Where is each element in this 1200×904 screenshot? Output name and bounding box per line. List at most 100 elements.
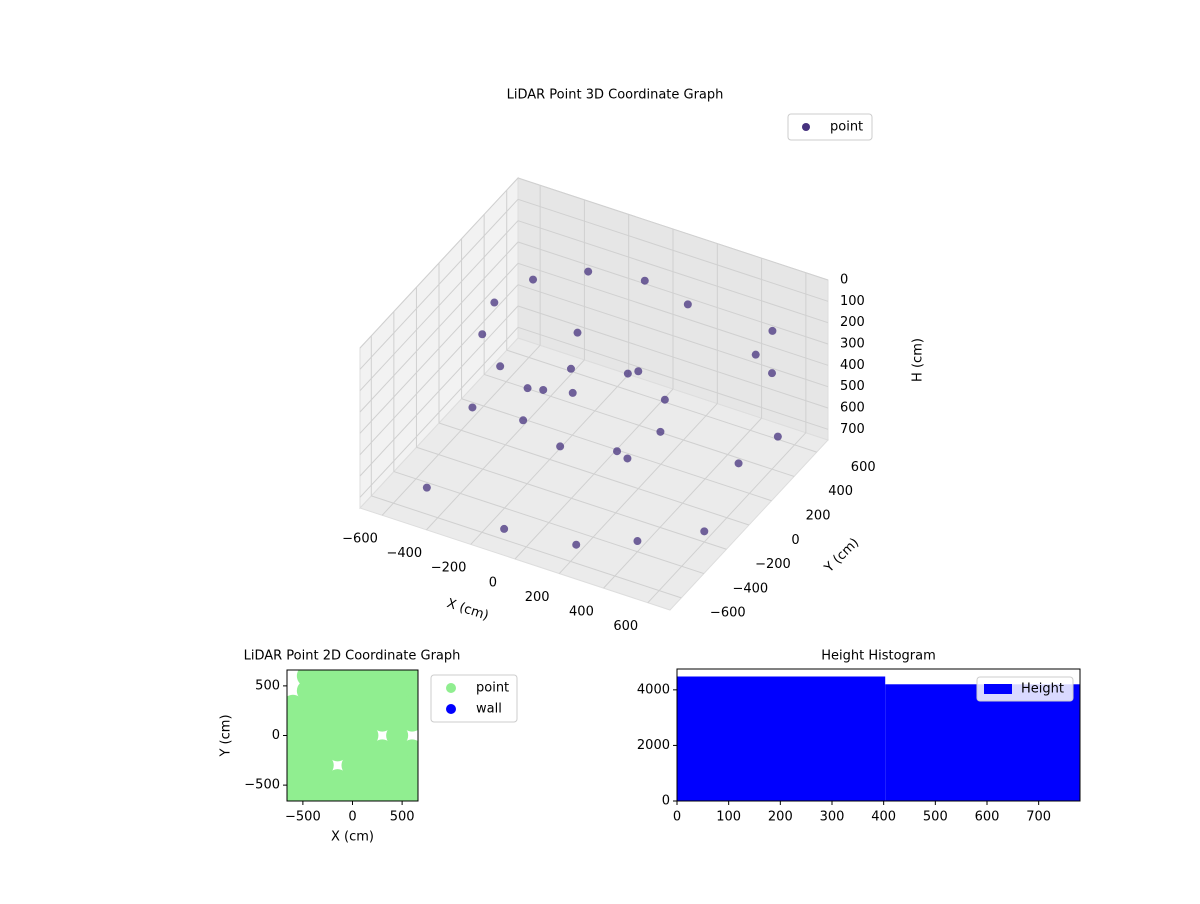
point (566, 364, 575, 373)
point (751, 350, 760, 359)
point (478, 330, 487, 339)
grid-line (517, 220, 829, 324)
y-tick-label: 600 (851, 460, 876, 475)
x-tick-label: 600 (613, 619, 638, 634)
y-tick-label: −400 (732, 581, 768, 596)
point (640, 276, 649, 285)
point (401, 784, 418, 801)
x-tick-label: 600 (975, 810, 1000, 825)
legend-box (787, 113, 873, 141)
chart-title: LiDAR Point 3D Coordinate Graph (507, 88, 724, 103)
point (572, 540, 581, 549)
grid-line (517, 198, 829, 302)
legend-label: wall (476, 702, 502, 717)
x-tick-label: 0 (489, 575, 497, 590)
y-tick-label: 4000 (637, 682, 670, 697)
grid-line (359, 220, 519, 392)
y-tick-label: −600 (710, 606, 746, 621)
legend-marker (984, 684, 1012, 694)
x-tick-label: −500 (285, 810, 321, 825)
point (634, 367, 643, 376)
point (633, 537, 642, 546)
point (490, 298, 499, 307)
grid-line (359, 326, 519, 498)
x-tick-label: 500 (923, 810, 948, 825)
grid-line (359, 284, 519, 456)
z-tick-label: 200 (840, 315, 865, 330)
point (556, 442, 565, 451)
axes-frame (676, 668, 1081, 802)
legend-marker (446, 704, 456, 714)
point (584, 267, 593, 276)
point (623, 369, 632, 378)
z-tick-label: 500 (840, 379, 865, 394)
z-tick-label: 600 (840, 401, 865, 416)
point (613, 447, 622, 456)
grid-line (517, 262, 829, 366)
x-tick-label: −400 (386, 546, 422, 561)
z-tick-label: 100 (840, 294, 865, 309)
x-axis-label: X (cm) (445, 596, 491, 624)
x-tick-label: 0 (348, 810, 356, 825)
y-tick-label: −500 (244, 778, 280, 793)
y-tick-label: 200 (806, 509, 831, 524)
x-tick-label: 100 (716, 810, 741, 825)
point (700, 527, 709, 536)
z-tick-label: 700 (840, 422, 865, 437)
z-tick-label: 400 (840, 358, 865, 373)
bar (885, 684, 1080, 801)
legend-label: Height (1021, 682, 1064, 697)
legend-box (976, 676, 1074, 702)
y-axis-label: Y (cm) (219, 714, 234, 757)
point (519, 416, 528, 425)
point (773, 432, 782, 441)
point (734, 459, 743, 468)
y-tick-label: 400 (828, 484, 853, 499)
point (656, 427, 665, 436)
y-tick-label: 2000 (637, 738, 670, 753)
point (468, 403, 477, 412)
grid-line (517, 305, 829, 409)
legend-label: point (476, 681, 509, 696)
y-tick-label: 0 (791, 533, 799, 548)
legend-marker (446, 683, 456, 693)
x-tick-label: 400 (569, 604, 594, 619)
grid-line (359, 305, 519, 477)
plot-area (287, 670, 418, 801)
point (660, 395, 669, 404)
y-tick-label: −200 (755, 557, 791, 572)
grid-line (359, 198, 519, 370)
x-tick-label: −600 (342, 532, 378, 547)
point (768, 369, 776, 378)
chart-title: Height Histogram (821, 649, 936, 664)
y-tick-label: 0 (662, 794, 670, 809)
grid-line (359, 177, 519, 349)
point (422, 483, 431, 492)
y-tick-label: 500 (255, 678, 280, 693)
bar (677, 676, 886, 801)
y-tick-label: 0 (272, 728, 280, 743)
grid-line (517, 326, 829, 430)
grid-line (359, 262, 519, 434)
x-tick-label: 300 (820, 810, 845, 825)
point (768, 326, 777, 335)
point (683, 300, 692, 309)
z-tick-label: 300 (840, 337, 865, 352)
x-tick-label: −200 (431, 561, 467, 576)
x-tick-label: 400 (871, 810, 896, 825)
x-tick-label: 700 (1026, 810, 1051, 825)
legend-label: point (830, 120, 863, 135)
point (496, 362, 505, 371)
point (568, 388, 577, 397)
point (623, 454, 632, 463)
point (523, 384, 532, 393)
x-tick-label: 200 (525, 590, 550, 605)
point (401, 709, 418, 732)
grid-line (517, 177, 829, 281)
grid-line (359, 241, 519, 413)
x-tick-label: 200 (768, 810, 793, 825)
z-tick-label: 0 (840, 273, 848, 288)
grid-line (393, 471, 705, 575)
grid-line (517, 241, 829, 345)
